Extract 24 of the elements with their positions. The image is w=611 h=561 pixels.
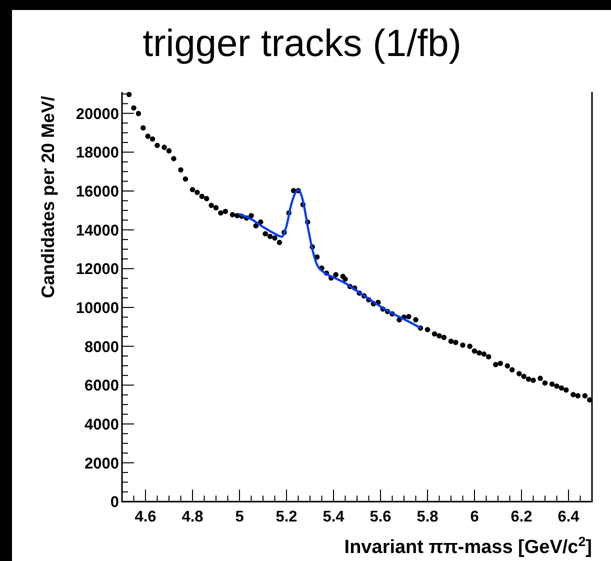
y-tick-label: 0 bbox=[110, 494, 119, 512]
x-tick-label: 6 bbox=[470, 508, 480, 526]
x-tick-label: 5.8 bbox=[416, 508, 439, 526]
x-tick-label: 6.2 bbox=[510, 508, 532, 526]
y-tick-label: 12000 bbox=[76, 261, 119, 278]
x-tick-label: 4.8 bbox=[182, 508, 204, 526]
y-tick-label: 16000 bbox=[76, 184, 119, 201]
y-axis-title: Candidates per 20 MeV/ bbox=[38, 96, 58, 298]
x-axis-title: Invariant ππ-mass [GeV/c$^{2}$] bbox=[344, 534, 592, 558]
x-tick-label: 5.4 bbox=[322, 508, 345, 526]
x-tick-label: 5.2 bbox=[276, 508, 298, 526]
y-tick-label: 14000 bbox=[76, 222, 119, 240]
x-tick-label: 5 bbox=[235, 508, 244, 526]
x-tick-label: 5.6 bbox=[370, 508, 392, 526]
y-tick-label: 8000 bbox=[84, 338, 119, 356]
y-tick-label: 18000 bbox=[76, 144, 119, 162]
x-tick-label: 4.6 bbox=[134, 508, 157, 526]
y-tick-label: 20000 bbox=[76, 106, 119, 123]
x-tick-label: 6.4 bbox=[558, 508, 580, 526]
y-tick-label: 6000 bbox=[84, 378, 119, 395]
y-tick-label: 10000 bbox=[76, 300, 119, 317]
y-tick-label: 2000 bbox=[84, 455, 119, 472]
chart-title: trigger tracks (1/fb) bbox=[142, 23, 462, 65]
y-tick-label: 4000 bbox=[84, 416, 119, 434]
